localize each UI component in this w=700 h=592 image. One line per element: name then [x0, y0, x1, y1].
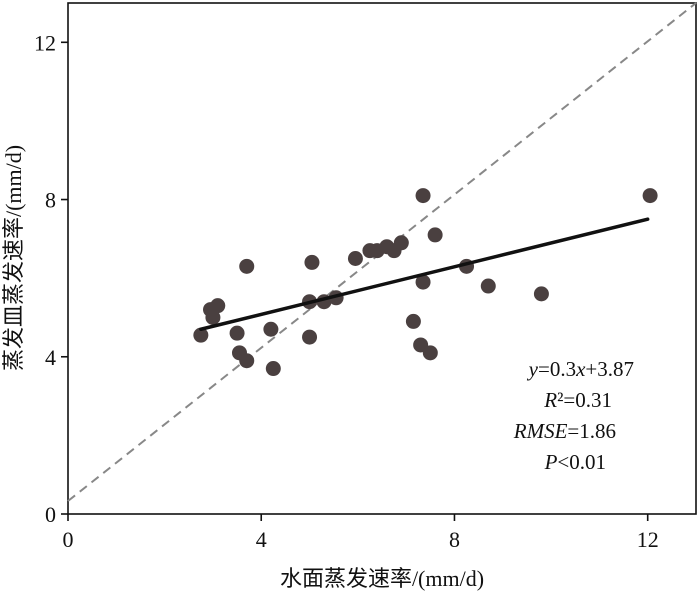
data-point — [210, 298, 226, 314]
equation-intercept: +3.87 — [585, 357, 634, 381]
data-point — [239, 353, 255, 369]
p-value: <0.01 — [557, 450, 606, 474]
equation-annotation: y=0.3x+3.87 — [527, 357, 634, 381]
data-point — [415, 274, 431, 290]
data-point — [229, 325, 245, 341]
data-point — [405, 313, 421, 329]
data-point — [302, 329, 318, 345]
y-tick-label: 12 — [34, 30, 56, 55]
y-axis-title: 蒸发皿蒸发速率/(mm/d) — [1, 145, 26, 371]
p-label: P — [544, 450, 558, 474]
data-point — [642, 188, 658, 204]
x-tick-label: 4 — [256, 527, 267, 552]
data-point — [205, 309, 221, 325]
data-point — [427, 227, 443, 243]
data-point — [239, 258, 255, 274]
plot-frame — [67, 2, 697, 515]
x-tick-label: 8 — [449, 527, 460, 552]
r2-annotation: R²=0.31 — [543, 388, 612, 412]
equation-lhs: y — [527, 357, 539, 381]
data-point — [393, 235, 409, 251]
x-axis-title: 水面蒸发速率/(mm/d) — [280, 566, 484, 591]
data-point — [265, 361, 281, 377]
y-tick-label: 0 — [45, 502, 56, 527]
data-point — [422, 345, 438, 361]
data-point — [193, 327, 209, 343]
equation-coef: =0.3 — [538, 357, 576, 381]
p-annotation: P<0.01 — [544, 450, 606, 474]
x-tick-label: 0 — [63, 527, 74, 552]
fit-line — [199, 217, 650, 332]
rmse-label: RMSE — [513, 419, 568, 443]
data-point — [480, 278, 496, 294]
reference-line — [67, 2, 697, 502]
rmse-annotation: RMSE=1.86 — [513, 419, 616, 443]
equation-var: x — [575, 357, 586, 381]
data-point — [304, 254, 320, 270]
y-tick-label: 4 — [45, 345, 56, 370]
data-point — [347, 251, 363, 266]
data-points — [193, 188, 658, 377]
rmse-value: =1.86 — [567, 419, 616, 443]
y-axis-ticks: 0 4 8 12 — [34, 30, 68, 527]
data-point — [415, 188, 431, 204]
data-point — [263, 321, 279, 337]
x-tick-label: 12 — [637, 527, 659, 552]
data-point — [533, 286, 549, 302]
r2-value: ²=0.31 — [557, 388, 612, 412]
x-axis-ticks: 0 4 8 12 — [63, 514, 659, 552]
y-tick-label: 8 — [45, 188, 56, 213]
